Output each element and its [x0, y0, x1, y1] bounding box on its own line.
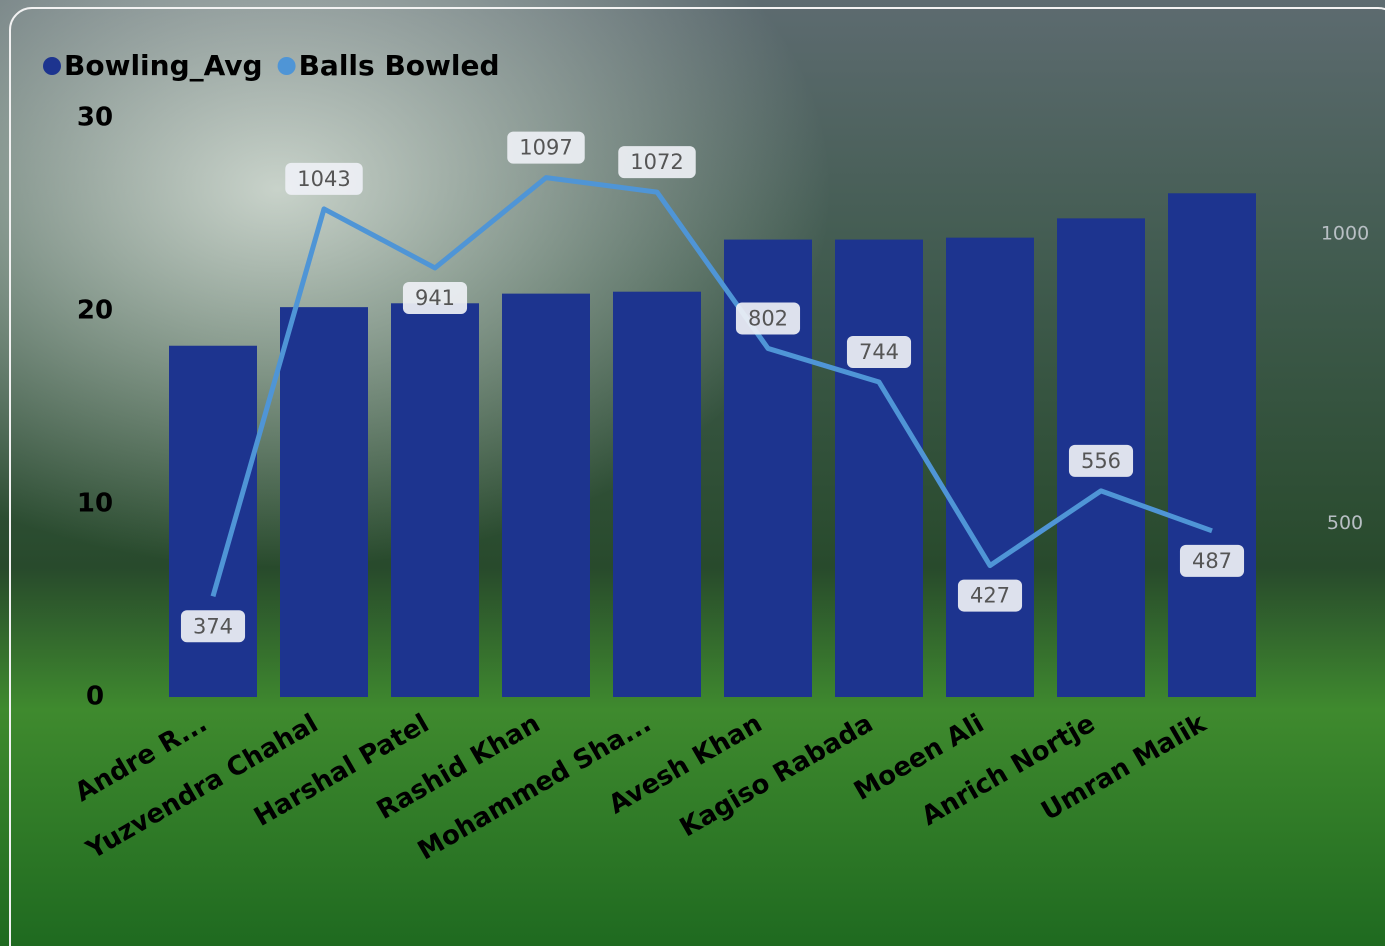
legend-marker [277, 57, 296, 75]
data-label: 427 [957, 579, 1023, 612]
data-label: 556 [1068, 444, 1134, 477]
y-tick-label: 0 [86, 682, 104, 712]
data-label-text: 427 [970, 584, 1010, 608]
y-tick-label: 30 [77, 103, 113, 133]
bar [502, 293, 590, 697]
bar [946, 237, 1034, 697]
y-tick-label: 10 [77, 489, 113, 519]
data-label-box [1068, 444, 1134, 477]
data-label: 744 [846, 336, 912, 369]
frame [9, 7, 1385, 946]
bar [613, 291, 701, 697]
y-tick-label: 20 [77, 296, 113, 326]
legend-label: Balls Bowled [299, 49, 500, 82]
y2-tick-label: 500 [1327, 512, 1363, 534]
bar [169, 345, 257, 697]
bar [835, 239, 923, 697]
bar [280, 307, 368, 697]
data-label-box [180, 610, 246, 643]
data-label: 1072 [618, 146, 696, 179]
data-label: 1097 [507, 131, 585, 164]
data-label-box [285, 162, 363, 195]
bar [391, 303, 479, 697]
data-label-box [957, 579, 1023, 612]
data-label-box [846, 336, 912, 369]
data-label-box [618, 146, 696, 179]
data-label-box [507, 131, 585, 164]
y2-tick-label: 1000 [1321, 222, 1369, 244]
data-label-text: 556 [1081, 449, 1121, 473]
data-label-box [735, 302, 801, 335]
data-label-text: 487 [1192, 549, 1232, 573]
data-label-box [402, 281, 468, 314]
data-label-text: 1072 [630, 150, 683, 174]
data-label: 374 [180, 610, 246, 643]
data-label-text: 1097 [519, 136, 572, 160]
data-label: 802 [735, 302, 801, 335]
bar [1168, 193, 1256, 697]
legend-label: Bowling_Avg [64, 49, 263, 82]
legend-marker [43, 57, 61, 75]
line [210, 175, 1213, 597]
data-label-text: 744 [859, 340, 899, 364]
data-label-box [1179, 544, 1245, 577]
data-label-text: 1043 [297, 167, 350, 191]
data-label: 487 [1179, 544, 1245, 577]
data-label-text: 802 [748, 306, 788, 330]
data-label: 941 [402, 281, 468, 314]
data-label-text: 374 [193, 614, 233, 638]
data-label: 1043 [285, 162, 363, 195]
data-label-text: 941 [415, 286, 455, 310]
